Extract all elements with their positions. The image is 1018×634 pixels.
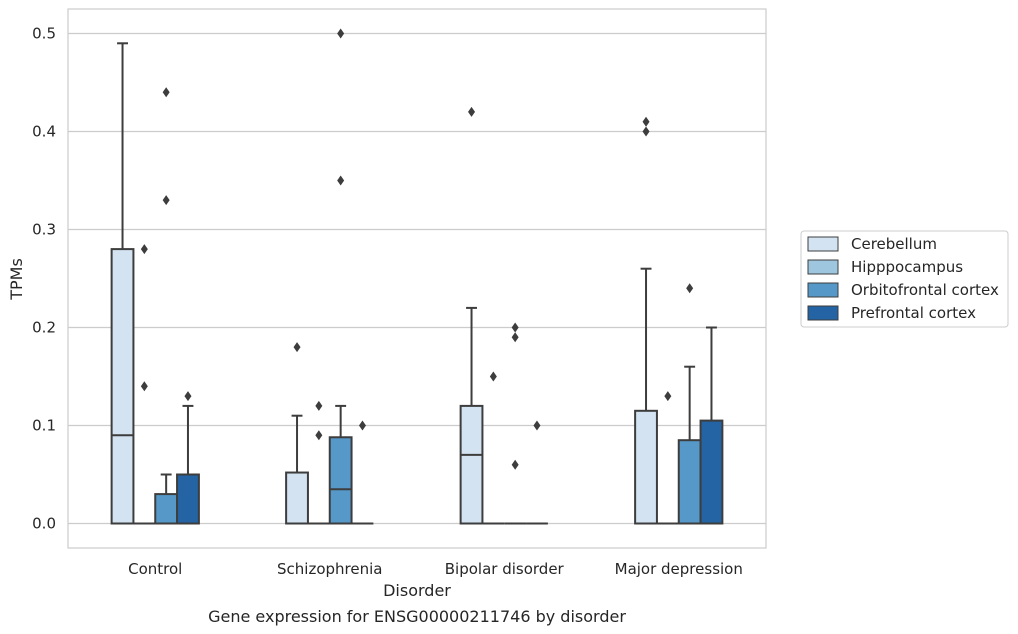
outlier-point <box>511 322 519 333</box>
outlier-point <box>533 420 541 431</box>
outlier-point <box>511 332 519 343</box>
outlier-point <box>315 400 323 411</box>
legend-label: Hipppocampus <box>851 258 963 276</box>
box-prefrontal-cortex <box>526 420 548 525</box>
outlier-point <box>337 175 345 186</box>
box-cerebellum <box>459 106 484 525</box>
box-rect <box>699 419 724 525</box>
outlier-point <box>642 116 650 127</box>
x-tick-label: Schizophrenia <box>277 560 382 578</box>
y-tick-label: 0.4 <box>32 123 56 141</box>
x-tick-label: Bipolar disorder <box>445 560 565 578</box>
legend-frame <box>800 230 1009 328</box>
box-prefrontal-cortex <box>699 326 724 525</box>
outlier-point <box>489 371 497 382</box>
outlier-point <box>686 283 694 294</box>
box-cerebellum <box>634 116 658 525</box>
box-plot-series <box>110 28 724 525</box>
x-axis-title: Disorder <box>383 581 451 600</box>
legend-swatch <box>807 305 839 321</box>
box-cerebellum <box>285 342 309 525</box>
outlier-point <box>140 381 148 392</box>
box-prefrontal-cortex <box>351 420 374 525</box>
box-hipppocampus <box>482 371 505 525</box>
box-prefrontal-cortex <box>176 391 200 525</box>
outlier-point <box>315 430 323 441</box>
legend-label: Cerebellum <box>851 235 937 253</box>
y-tick-label: 0.0 <box>32 515 56 533</box>
box-orbitofrontal-cortex <box>328 28 353 525</box>
legend-swatch <box>807 282 839 298</box>
box-hipppocampus <box>656 391 679 525</box>
x-tick-label: Major depression <box>615 560 743 578</box>
plot-area-frame <box>67 8 767 549</box>
outlier-point <box>162 87 170 98</box>
legend-label: Prefrontal cortex <box>851 304 976 322</box>
outlier-point <box>184 391 192 402</box>
box-rect <box>110 248 135 525</box>
outlier-point <box>358 420 366 431</box>
box-hipppocampus <box>307 400 330 525</box>
outlier-point <box>642 126 650 137</box>
outlier-point <box>337 28 345 39</box>
box-rect <box>285 471 309 525</box>
y-axis-ticks: 0.0 0.1 0.2 0.3 0.4 0.5 <box>32 25 56 533</box>
box-orbitofrontal-cortex <box>677 283 702 525</box>
x-tick-label: Control <box>128 560 182 578</box>
legend-swatch <box>807 259 839 275</box>
box-hipppocampus <box>133 244 156 525</box>
y-tick-label: 0.3 <box>32 221 56 239</box>
y-tick-label: 0.2 <box>32 319 56 337</box>
chart-caption: Gene expression for ENSG00000211746 by d… <box>208 607 626 626</box>
x-axis-ticks: Control Schizophrenia Bipolar disorder Majo… <box>128 560 743 578</box>
legend-label: Orbitofrontal cortex <box>851 281 999 299</box>
outlier-point <box>293 342 301 353</box>
box-rect <box>459 404 484 525</box>
y-axis-title: TPMs <box>7 258 26 301</box>
y-tick-label: 0.5 <box>32 25 56 43</box>
box-rect <box>634 409 658 525</box>
grid-lines <box>68 32 766 525</box>
outlier-point <box>140 244 148 255</box>
y-tick-label: 0.1 <box>32 417 56 435</box>
outlier-point <box>162 195 170 206</box>
box-rect <box>677 439 702 525</box>
box-orbitofrontal-cortex <box>154 87 179 525</box>
legend-swatch <box>807 236 839 252</box>
box-rect <box>154 493 179 525</box>
legend: Cerebellum Hipppocampus Orbitofrontal cort… <box>800 230 1009 328</box>
outlier-point <box>468 106 476 117</box>
box-rect <box>176 473 200 525</box>
box-orbitofrontal-cortex <box>504 322 527 525</box>
outlier-point <box>664 391 672 402</box>
box-cerebellum <box>110 42 135 525</box>
box-rect <box>328 436 353 525</box>
outlier-point <box>511 459 519 470</box>
